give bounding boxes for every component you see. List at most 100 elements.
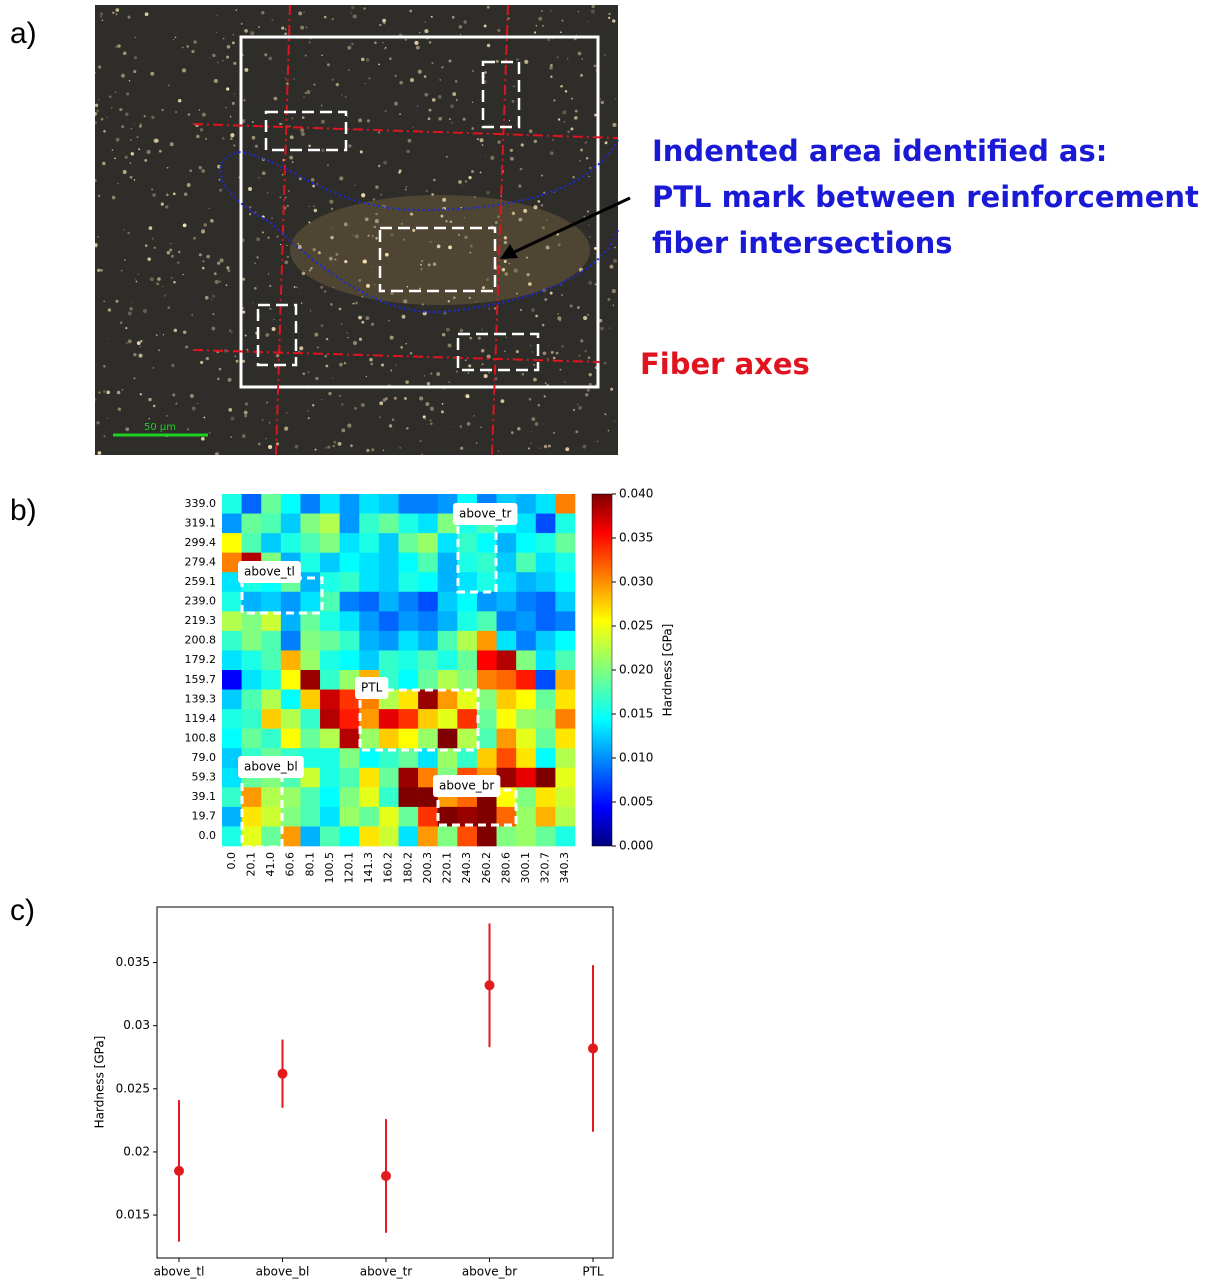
speckle (429, 241, 431, 243)
speckle (382, 42, 383, 43)
heatmap-cell (359, 514, 379, 534)
speckle (567, 58, 569, 60)
x-tick-label: 141.3 (362, 852, 375, 884)
y-tick-label: 0.025 (116, 1081, 150, 1095)
speckle (293, 78, 294, 79)
speckle (167, 306, 170, 309)
heatmap-cell (399, 650, 419, 670)
panel-label: a) (10, 17, 37, 50)
speckle (332, 378, 333, 379)
speckle (199, 109, 200, 110)
speckle (389, 424, 392, 427)
colorbar-tick-label: 0.035 (619, 531, 653, 545)
heatmap-cell (359, 553, 379, 573)
speckle (327, 63, 330, 66)
heatmap-cell (438, 690, 458, 710)
speckle (477, 138, 479, 140)
speckle (145, 244, 148, 247)
heatmap-cell (536, 690, 556, 710)
speckle (222, 60, 223, 61)
speckle (157, 277, 161, 281)
speckle (561, 20, 563, 22)
colorbar-tick-label: 0.000 (619, 839, 653, 853)
speckle (437, 245, 441, 249)
heatmap-cell (438, 592, 458, 612)
speckle (187, 45, 189, 47)
speckle (587, 211, 589, 213)
speckle (155, 139, 159, 143)
heatmap-cell (555, 690, 575, 710)
speckle (564, 121, 565, 122)
heatmap-cell (300, 709, 320, 729)
speckle (108, 308, 111, 311)
speckle (570, 304, 573, 307)
speckle (314, 333, 318, 337)
speckle (324, 290, 326, 292)
speckle (480, 172, 482, 174)
speckle (388, 320, 390, 322)
speckle (326, 338, 328, 340)
speckle (470, 245, 473, 248)
speckle (152, 238, 154, 240)
speckle (156, 334, 158, 336)
speckle (382, 19, 386, 23)
speckle (330, 236, 333, 239)
speckle (425, 418, 427, 420)
speckle (161, 109, 163, 111)
speckle (171, 277, 173, 279)
heatmap-cell (555, 729, 575, 749)
heatmap-cell (242, 690, 262, 710)
speckle (395, 75, 397, 77)
speckle (379, 24, 380, 25)
speckle (580, 74, 583, 77)
heatmap-cell (242, 592, 262, 612)
speckle (553, 432, 555, 434)
speckle (571, 98, 573, 100)
speckle (527, 273, 530, 276)
speckle (350, 12, 351, 13)
heatmap-cell (516, 553, 536, 573)
speckle (174, 329, 178, 333)
heatmap-cell (320, 514, 340, 534)
heatmap-cell (281, 533, 301, 553)
speckle (591, 10, 595, 14)
heatmap-cell (399, 690, 419, 710)
heatmap-cell (222, 533, 242, 553)
heatmap-cell (340, 533, 360, 553)
speckle (353, 14, 357, 18)
speckle (245, 334, 247, 336)
speckle (321, 54, 323, 56)
speckle (383, 398, 387, 402)
speckle (359, 292, 361, 294)
speckle (284, 32, 287, 35)
heatmap-cell (242, 650, 262, 670)
speckle (358, 316, 362, 320)
speckle (131, 152, 134, 155)
speckle (371, 448, 374, 451)
speckle (299, 292, 300, 293)
speckle (166, 415, 167, 416)
x-tick-label: 280.6 (499, 852, 512, 884)
speckle (424, 21, 426, 23)
speckle (120, 321, 123, 324)
speckle (324, 355, 327, 358)
speckle (362, 296, 364, 298)
speckle (399, 169, 402, 172)
speckle (518, 218, 522, 222)
speckle (313, 248, 316, 251)
speckle (167, 167, 169, 169)
speckle (331, 79, 333, 81)
speckle (299, 346, 303, 350)
speckle (135, 37, 137, 39)
speckle (325, 365, 328, 368)
speckle (461, 207, 462, 208)
speckle (315, 377, 318, 380)
speckle (557, 56, 559, 58)
speckle (244, 414, 247, 417)
speckle (574, 116, 578, 120)
heatmap-cell (516, 631, 536, 651)
speckle (366, 58, 370, 62)
y-tick-label: 339.0 (185, 497, 217, 510)
speckle (410, 352, 413, 355)
speckle (450, 426, 451, 427)
